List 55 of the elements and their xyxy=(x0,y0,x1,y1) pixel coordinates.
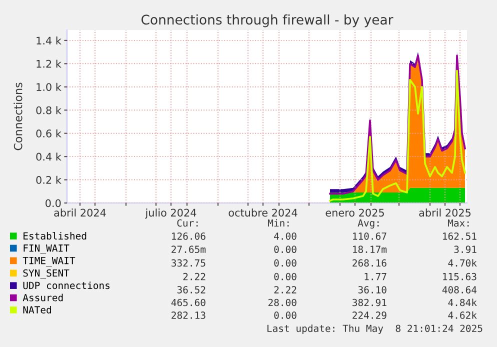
text: Last update: Thu May 8 21:01:24 2025 xyxy=(267,324,482,334)
legend-label: FIN_WAIT xyxy=(24,244,70,254)
text: 224.29 xyxy=(352,312,386,319)
text: 36.52 xyxy=(177,286,206,294)
text: 36.10 xyxy=(358,286,386,294)
text: 282.13 xyxy=(172,312,206,319)
text: 28.00 xyxy=(268,298,296,306)
text: 2.22 xyxy=(274,286,296,294)
y-tick-label: 0.4 k xyxy=(36,152,62,161)
text: 4.62k xyxy=(448,311,477,319)
legend-label: SYN_SENT xyxy=(23,269,70,279)
text: 0.00 xyxy=(274,312,296,319)
text: 2.22 xyxy=(183,272,206,280)
y-tick-label: 0.8 k xyxy=(36,106,62,114)
x-tick-label: julio 2024 xyxy=(145,208,196,219)
text: 3.91 xyxy=(454,246,476,254)
text: 4.70k xyxy=(448,259,477,267)
text: Max: xyxy=(448,219,469,227)
text: Cur: xyxy=(177,219,198,227)
text: 162.51 xyxy=(443,232,476,240)
chart-title: Connections through firewall - by year xyxy=(142,14,394,28)
y-tick-label: 1.4 k xyxy=(36,36,62,44)
text: 268.16 xyxy=(352,259,386,267)
legend-label: TIME_WAIT xyxy=(22,256,76,266)
text: Min: xyxy=(268,219,289,227)
x-tick-label: abril 2024 xyxy=(54,208,106,217)
x-tick-label: abril 2025 xyxy=(419,208,471,217)
text: 332.75 xyxy=(172,259,206,267)
text: 0.00 xyxy=(274,246,296,254)
y-tick-label: 1.0 k xyxy=(36,82,62,91)
y-axis-title: Connections xyxy=(14,82,22,150)
legend-label: Established xyxy=(24,232,86,240)
x-tick-label: octubre 2024 xyxy=(228,208,298,217)
text: 1.77 xyxy=(364,273,386,280)
legend-label: NATed xyxy=(23,306,51,314)
text: 18.17m xyxy=(353,246,387,254)
text: 465.60 xyxy=(171,298,206,306)
x-tick-label: enero 2025 xyxy=(326,208,384,217)
legend-label: UDP connections xyxy=(23,282,110,290)
text: 0.00 xyxy=(274,259,296,267)
text: 4.00 xyxy=(274,232,296,240)
y-tick-label: 0.2 k xyxy=(36,176,62,184)
text: 115.63 xyxy=(443,272,476,280)
y-tick-label: 0.6 k xyxy=(36,129,62,138)
text: 408.64 xyxy=(442,286,477,294)
text: 126.06 xyxy=(172,232,206,240)
text: 0.00 xyxy=(274,272,296,280)
y-tick-label: 0.0 xyxy=(46,199,61,208)
text: 4.84k xyxy=(448,298,477,306)
y-tick-label: 1.2 k xyxy=(36,60,62,68)
text: 27.65m xyxy=(172,246,206,254)
text: 110.67 xyxy=(353,232,386,240)
text: Avg: xyxy=(358,219,379,229)
text: 382.91 xyxy=(352,298,386,306)
legend-label: Assured xyxy=(22,294,63,302)
